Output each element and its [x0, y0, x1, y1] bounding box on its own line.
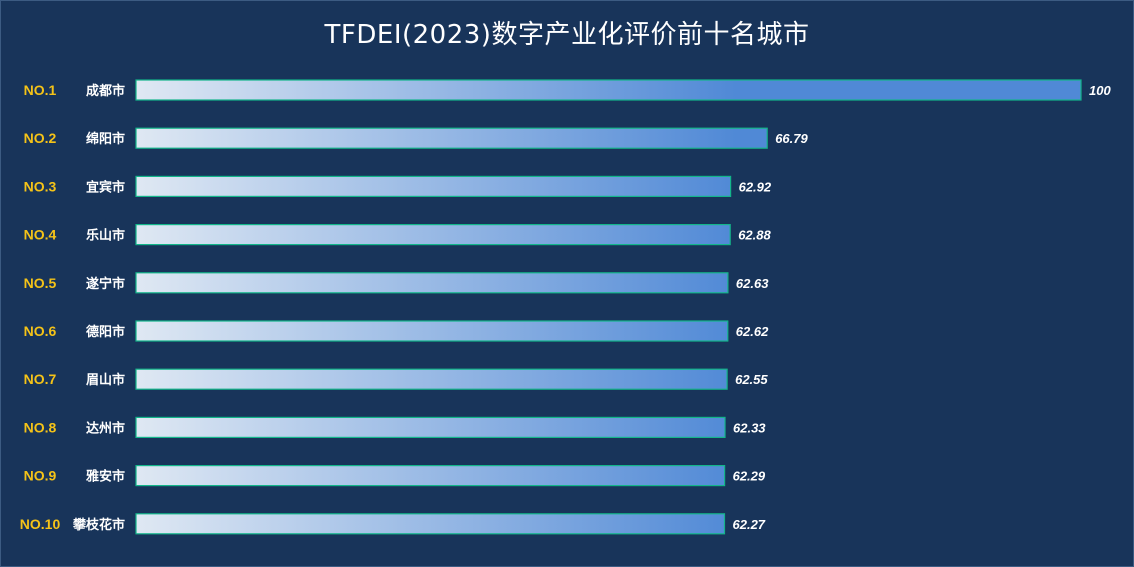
category-label: 雅安市 [86, 469, 125, 485]
category-label: 宜宾市 [86, 179, 125, 195]
value-label: 62.29 [733, 469, 766, 484]
bar [135, 127, 768, 149]
category-label: 遂宁市 [86, 276, 125, 292]
bar [135, 465, 726, 487]
bar [135, 368, 728, 390]
category-label: 眉山市 [86, 372, 125, 388]
rank-label: NO.2 [24, 130, 57, 146]
value-label: 66.79 [775, 131, 808, 146]
rank-label: NO.7 [24, 371, 57, 387]
category-label: 达州市 [86, 420, 125, 436]
bar [135, 224, 731, 246]
category-label: 乐山市 [86, 228, 125, 244]
rank-label: NO.1 [24, 82, 57, 98]
rank-label: NO.8 [24, 419, 57, 435]
bar [135, 513, 726, 535]
value-label: 62.55 [735, 372, 768, 387]
value-label: 62.33 [733, 420, 766, 435]
category-label: 成都市 [86, 83, 125, 99]
bar [135, 79, 1082, 101]
rank-label: NO.6 [24, 323, 57, 339]
value-label: 100 [1089, 83, 1111, 98]
bar [135, 416, 726, 438]
category-label: 德阳市 [86, 324, 125, 340]
bar [135, 175, 732, 197]
chart-title: TFDEI(2023)数字产业化评价前十名城市 [324, 20, 810, 50]
bar [135, 320, 729, 342]
value-label: 62.88 [738, 228, 771, 243]
rank-label: NO.4 [24, 227, 57, 243]
rank-label: NO.5 [24, 275, 57, 291]
rank-label: NO.10 [20, 516, 61, 532]
category-label: 绵阳市 [86, 131, 125, 147]
rank-label: NO.3 [24, 178, 57, 194]
bar [135, 272, 729, 294]
value-label: 62.27 [733, 517, 766, 532]
value-label: 62.62 [736, 324, 769, 339]
rank-label: NO.9 [24, 468, 57, 484]
category-label: 攀枝花市 [72, 517, 125, 533]
value-label: 62.92 [739, 179, 772, 194]
value-label: 62.63 [736, 276, 769, 291]
